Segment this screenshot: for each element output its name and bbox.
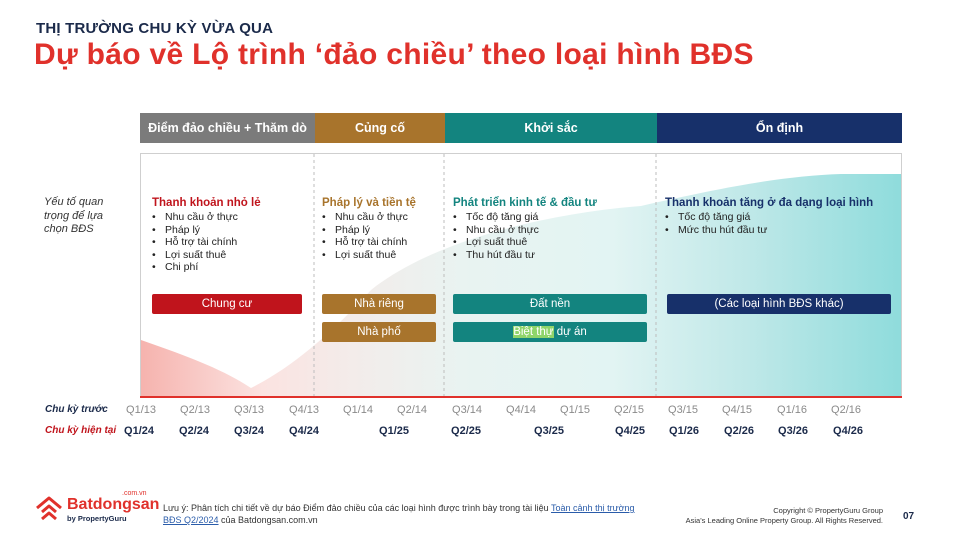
current-cycle-label: Chu kỳ hiện tại <box>45 425 117 436</box>
logo-subtitle: by PropertyGuru <box>67 514 127 523</box>
tag-chung-cu: Chung cư <box>152 294 302 314</box>
prev-cycle-tick: Q3/13 <box>234 404 264 416</box>
tag-dat-nen: Đất nền <box>453 294 647 314</box>
column-title: Phát triển kinh tế & đầu tư <box>453 197 597 209</box>
house-logo-icon <box>36 496 62 521</box>
prev-cycle-tick: Q1/13 <box>126 404 156 416</box>
phase-consolidation: Củng cố <box>315 113 445 143</box>
factor-item: Pháp lý <box>152 224 261 237</box>
tag-biet-thu-du-an: Biệt thự dự án <box>453 322 647 342</box>
current-cycle-tick: Q4/25 <box>615 425 645 437</box>
prev-cycle-tick: Q3/15 <box>668 404 698 416</box>
copyright: Copyright © PropertyGuru Group Asia's Le… <box>655 506 883 526</box>
footnote-text: Lưu ý: Phân tích chi tiết về dự báo Điểm… <box>163 503 552 513</box>
report-link[interactable]: Toàn cảnh thị trường BĐS Q2/2024 <box>163 503 635 525</box>
tag-nha-pho: Nhà phố <box>322 322 436 342</box>
factor-item: Hỗ trợ tài chính <box>152 236 261 249</box>
factor-item: Nhu cầu ở thực <box>453 224 597 237</box>
section-kicker: THỊ TRƯỜNG CHU KỲ VỪA QUA <box>36 20 274 37</box>
previous-cycle-label: Chu kỳ trước <box>45 404 108 415</box>
cycle-wave <box>141 154 901 396</box>
column-legal: Pháp lý và tiền tệ Nhu cầu ở thực Pháp l… <box>322 197 416 261</box>
prev-cycle-tick: Q2/15 <box>614 404 644 416</box>
prev-cycle-tick: Q4/14 <box>506 404 536 416</box>
footnote: Lưu ý: Phân tích chi tiết về dự báo Điểm… <box>163 502 653 526</box>
prev-cycle-tick: Q1/14 <box>343 404 373 416</box>
factor-item: Thu hút đầu tư <box>453 249 597 262</box>
prev-cycle-tick: Q2/16 <box>831 404 861 416</box>
prev-cycle-tick: Q3/14 <box>452 404 482 416</box>
factor-item: Pháp lý <box>322 224 416 237</box>
tag-nha-rieng: Nhà riêng <box>322 294 436 314</box>
column-growth: Phát triển kinh tế & đầu tư Tốc độ tăng … <box>453 197 597 261</box>
column-title: Pháp lý và tiền tệ <box>322 197 416 209</box>
current-cycle-tick: Q3/26 <box>778 425 808 437</box>
page-number: 07 <box>903 511 915 522</box>
prev-cycle-tick: Q2/13 <box>180 404 210 416</box>
phase-recovery: Khởi sắc <box>445 113 657 143</box>
factor-item: Nhu cầu ở thực <box>322 211 416 224</box>
copyright-line: Asia's Leading Online Property Group. Al… <box>685 516 883 525</box>
current-cycle-tick: Q3/25 <box>534 425 564 437</box>
current-cycle-tick: Q2/25 <box>451 425 481 437</box>
current-cycle-tick: Q1/24 <box>124 425 154 437</box>
current-cycle-tick: Q2/26 <box>724 425 754 437</box>
factor-item: Chi phí <box>152 261 261 274</box>
current-cycle-tick: Q1/25 <box>379 425 409 437</box>
factor-list: Nhu cầu ở thực Pháp lý Hỗ trợ tài chính … <box>322 211 416 261</box>
column-title: Thanh khoản nhỏ lẻ <box>152 197 261 209</box>
logo-domain: .com.vn <box>122 490 147 497</box>
current-cycle-tick: Q3/24 <box>234 425 264 437</box>
current-cycle-tick: Q1/26 <box>669 425 699 437</box>
chart-baseline <box>140 396 902 398</box>
factor-item: Lợi suất thuê <box>453 236 597 249</box>
factor-item: Hỗ trợ tài chính <box>322 236 416 249</box>
prev-cycle-tick: Q1/16 <box>777 404 807 416</box>
prev-cycle-tick: Q1/15 <box>560 404 590 416</box>
footnote-text: của Batdongsan.com.vn <box>218 515 318 525</box>
side-label: Yếu tố quan trọng để lựa chọn BĐS <box>44 196 104 235</box>
factor-item: Lợi suất thuê <box>152 249 261 262</box>
column-stable: Thanh khoản tăng ở đa dạng loại hình Tốc… <box>665 197 873 236</box>
highlight-text: Biệt thự <box>513 326 554 338</box>
factor-item: Tốc độ tăng giá <box>453 211 597 224</box>
phase-stable: Ổn định <box>657 113 902 143</box>
factor-list: Tốc độ tăng giá Nhu cầu ở thực Lợi suất … <box>453 211 597 261</box>
tag-text: dự án <box>553 326 587 338</box>
column-liquidity: Thanh khoản nhỏ lẻ Nhu cầu ở thực Pháp l… <box>152 197 261 274</box>
tag-other-types: (Các loại hình BĐS khác) <box>667 294 891 314</box>
current-cycle-tick: Q4/24 <box>289 425 319 437</box>
page-title: Dự báo về Lộ trình ‘đảo chiều’ theo loại… <box>34 38 754 71</box>
prev-cycle-tick: Q4/13 <box>289 404 319 416</box>
factor-item: Lợi suất thuê <box>322 249 416 262</box>
factor-item: Nhu cầu ở thực <box>152 211 261 224</box>
factor-item: Tốc độ tăng giá <box>665 211 873 224</box>
column-title: Thanh khoản tăng ở đa dạng loại hình <box>665 197 874 209</box>
factor-item: Mức thu hút đầu tư <box>665 224 873 237</box>
phase-turning-point: Điểm đảo chiều + Thăm dò <box>140 113 315 143</box>
current-cycle-tick: Q2/24 <box>179 425 209 437</box>
copyright-line: Copyright © PropertyGuru Group <box>773 506 883 515</box>
factor-list: Nhu cầu ở thực Pháp lý Hỗ trợ tài chính … <box>152 211 261 274</box>
logo-wordmark: Batdongsan <box>67 496 160 513</box>
prev-cycle-tick: Q2/14 <box>397 404 427 416</box>
current-cycle-tick: Q4/26 <box>833 425 863 437</box>
prev-cycle-tick: Q4/15 <box>722 404 752 416</box>
factor-list: Tốc độ tăng giá Mức thu hút đầu tư <box>665 211 873 236</box>
